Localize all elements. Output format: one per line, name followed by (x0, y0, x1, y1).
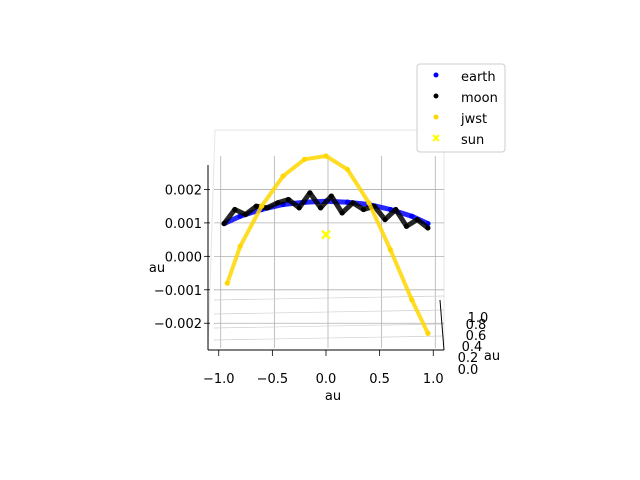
axes-panes (207, 129, 445, 351)
back-pane-outline (207, 129, 445, 351)
gridlines (204, 156, 445, 356)
y-axis-line (439, 299, 445, 351)
series-moon-point (393, 206, 399, 213)
y-tick-label: 0.8 (466, 318, 487, 333)
series-moon-point (307, 190, 313, 196)
series-earth-point (409, 213, 415, 219)
y-tick-label: 0.0 (458, 363, 479, 378)
z-tick-label: 0.001 (165, 217, 202, 232)
z-tick-label: 0.000 (165, 250, 202, 265)
x-tick-label: 1.0 (423, 372, 444, 387)
y-tick-label: 0.2 (458, 351, 479, 366)
z-tick-label: −0.001 (154, 284, 202, 299)
series-moon-point (360, 206, 367, 213)
y-axis-label: au (484, 349, 500, 364)
x-tick-label: −0.5 (257, 372, 289, 387)
x-tick-label: 0.0 (316, 372, 337, 387)
legend-label-earth: earth (461, 70, 496, 85)
y-gridline (213, 335, 445, 341)
series-jwst-point (409, 297, 415, 303)
legend-marker-moon (433, 93, 439, 99)
series-jwst-point (425, 330, 431, 336)
series-jwst-point (259, 203, 265, 209)
x-tick-label: 0.5 (369, 372, 390, 387)
x-axis-label: au (325, 389, 341, 404)
series-moon-point (296, 205, 302, 211)
legend: earth moon jwst sun (416, 63, 506, 153)
y-gridline (213, 309, 445, 315)
series-jwst-point (280, 173, 286, 179)
series-moon-point (350, 200, 356, 206)
y-tick-label: 1.0 (468, 311, 489, 326)
legend-label-sun: sun (461, 133, 484, 148)
series-jwst-point (323, 153, 329, 159)
z-tick-label: −0.002 (154, 317, 202, 332)
series-moon-point (232, 206, 238, 213)
series-moon-point (221, 220, 227, 227)
series-moon-point (339, 210, 345, 216)
legend-label-jwst: jwst (460, 112, 487, 127)
series-moon-point (264, 205, 270, 211)
series-moon-point (414, 216, 420, 223)
series-jwst-point (344, 166, 351, 172)
series-moon-point (318, 205, 324, 211)
y-tick-label: 0.4 (462, 340, 483, 355)
legend-marker-jwst (433, 114, 439, 120)
series-moon-point (242, 211, 249, 218)
series-layer (221, 153, 431, 336)
legend-frame (416, 63, 506, 153)
series-jwst-point (301, 156, 308, 162)
y-gridline (213, 323, 445, 329)
tick-labels: −1.0 −0.5 0.0 0.5 1.0 −0.002 −0.001 0.000 0.001 0… (154, 183, 488, 387)
z-axis-label: au (149, 261, 165, 276)
legend-label-moon: moon (461, 91, 498, 106)
legend-marker-earth (433, 72, 439, 78)
y-tick-label: 0.6 (466, 329, 487, 344)
legend-marker-sun (432, 134, 440, 142)
z-tick-label: 0.002 (165, 183, 202, 198)
series-moon-point (403, 223, 410, 229)
series-moon-point (382, 216, 388, 223)
series-moon-point (285, 196, 292, 203)
series-sun-marker (321, 229, 331, 240)
series-moon-point (275, 200, 281, 206)
y-gridline (213, 295, 445, 301)
series-jwst-point (237, 243, 243, 249)
series-moon-point (253, 203, 259, 209)
series-moon-point (425, 225, 431, 231)
series-jwst-point (224, 280, 230, 286)
series-jwst-point (366, 200, 372, 206)
series-moon-point (328, 193, 334, 199)
series-jwst-point (387, 247, 393, 253)
x-tick-label: −1.0 (203, 372, 235, 387)
